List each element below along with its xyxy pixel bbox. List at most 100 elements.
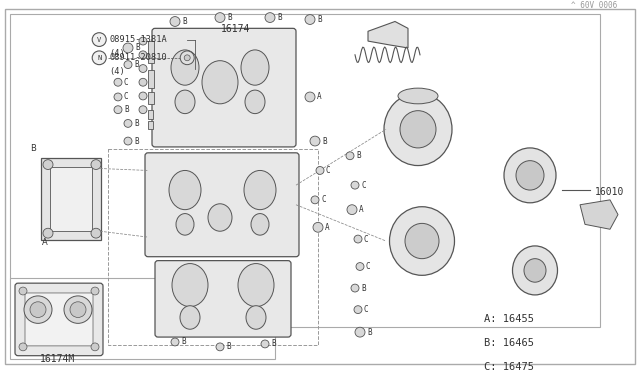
Circle shape (124, 137, 132, 145)
Circle shape (354, 235, 362, 243)
Text: B: B (134, 119, 139, 128)
Ellipse shape (171, 50, 199, 85)
Circle shape (346, 152, 354, 160)
Ellipse shape (516, 161, 544, 190)
Circle shape (92, 51, 106, 65)
Ellipse shape (384, 93, 452, 166)
Bar (10, 14, 600, 327)
Ellipse shape (524, 259, 546, 282)
Text: B: B (317, 15, 322, 24)
Circle shape (354, 306, 362, 314)
Circle shape (124, 119, 132, 127)
Ellipse shape (244, 170, 276, 210)
Circle shape (91, 287, 99, 295)
Text: A: 16455: A: 16455 (484, 314, 534, 324)
Text: C: C (321, 195, 326, 204)
Ellipse shape (176, 214, 194, 235)
Ellipse shape (251, 214, 269, 235)
Bar (148, 121, 153, 129)
FancyBboxPatch shape (25, 293, 93, 346)
Circle shape (30, 302, 46, 317)
Circle shape (92, 33, 106, 46)
Text: C: 16475: C: 16475 (484, 362, 534, 372)
Circle shape (24, 296, 52, 323)
FancyBboxPatch shape (50, 167, 92, 231)
Text: 16010: 16010 (595, 187, 625, 197)
Ellipse shape (400, 111, 436, 148)
Text: C: C (124, 78, 129, 87)
Ellipse shape (398, 88, 438, 104)
Circle shape (124, 61, 132, 68)
Text: B: 16465: B: 16465 (484, 338, 534, 348)
Ellipse shape (208, 204, 232, 231)
Circle shape (139, 106, 147, 113)
Text: (4): (4) (109, 67, 125, 76)
Circle shape (305, 92, 315, 102)
Text: 16174M: 16174M (40, 353, 75, 363)
Circle shape (139, 65, 147, 73)
Ellipse shape (504, 148, 556, 203)
Text: B: B (271, 339, 276, 349)
Circle shape (139, 37, 147, 45)
Circle shape (355, 327, 365, 337)
Text: B: B (134, 60, 139, 69)
FancyBboxPatch shape (152, 28, 296, 147)
Ellipse shape (169, 170, 201, 210)
Polygon shape (368, 22, 408, 48)
Circle shape (139, 92, 147, 100)
Text: C: C (364, 235, 369, 244)
Circle shape (316, 167, 324, 174)
Ellipse shape (238, 264, 274, 307)
Text: B: B (367, 328, 372, 337)
Circle shape (180, 51, 194, 65)
Text: C: C (361, 181, 365, 190)
Text: C: C (124, 93, 129, 102)
Circle shape (114, 106, 122, 113)
Circle shape (91, 160, 101, 170)
Ellipse shape (241, 50, 269, 85)
Text: A: A (317, 93, 322, 102)
Circle shape (216, 343, 224, 351)
Circle shape (265, 13, 275, 22)
Circle shape (311, 196, 319, 204)
Circle shape (43, 160, 53, 170)
Bar (108, 149, 318, 345)
Circle shape (171, 338, 179, 346)
Circle shape (310, 136, 320, 146)
Ellipse shape (180, 306, 200, 329)
Text: 08911-20810: 08911-20810 (109, 53, 167, 62)
Circle shape (215, 13, 225, 22)
Circle shape (261, 340, 269, 348)
Text: B: B (30, 144, 36, 153)
Circle shape (170, 17, 180, 26)
Text: B: B (361, 283, 365, 292)
Text: A: A (42, 238, 48, 247)
Circle shape (313, 222, 323, 232)
Text: ^ 60V 0006: ^ 60V 0006 (572, 1, 618, 10)
Ellipse shape (246, 306, 266, 329)
FancyBboxPatch shape (155, 261, 291, 337)
Circle shape (139, 51, 147, 59)
Ellipse shape (405, 223, 439, 259)
Text: C: C (364, 305, 369, 314)
Polygon shape (580, 200, 618, 229)
Circle shape (356, 263, 364, 270)
Bar (148, 70, 154, 88)
Text: B: B (135, 44, 140, 52)
Circle shape (305, 15, 315, 25)
Text: B: B (124, 105, 129, 114)
Text: 08915-1381A: 08915-1381A (109, 35, 167, 44)
Text: 16174: 16174 (221, 24, 250, 34)
Ellipse shape (175, 90, 195, 113)
Text: B: B (356, 151, 360, 160)
Bar (148, 92, 154, 104)
Circle shape (114, 78, 122, 86)
Circle shape (70, 302, 86, 317)
Bar (148, 41, 154, 62)
Text: A: A (359, 205, 364, 214)
Text: A: A (325, 223, 330, 232)
Circle shape (64, 296, 92, 323)
Text: N: N (97, 55, 101, 61)
FancyBboxPatch shape (145, 153, 299, 257)
Circle shape (123, 43, 133, 53)
